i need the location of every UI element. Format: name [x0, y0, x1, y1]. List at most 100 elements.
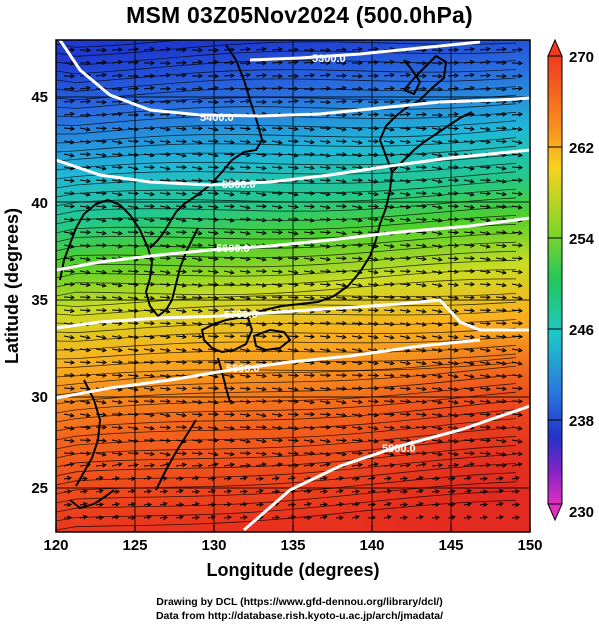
map-field: 5300.0 5400.0 5500.0 5600.0 5700.0 5800.…	[56, 40, 530, 532]
wind-arrow	[63, 139, 75, 145]
wind-arrow	[335, 179, 347, 184]
wind-arrow	[63, 217, 75, 223]
wind-arrow	[255, 86, 268, 91]
wind-arrow	[431, 309, 443, 314]
wind-arrow	[479, 204, 491, 210]
wind-arrow	[223, 229, 236, 235]
wind-arrow	[95, 295, 108, 301]
wind-arrow	[159, 347, 171, 353]
wind-arrow	[95, 139, 108, 144]
wind-arrow	[239, 360, 252, 365]
wind-arrow	[223, 373, 235, 379]
wind-arrow	[255, 217, 267, 223]
wind-arrow	[63, 111, 75, 117]
wind-arrow	[239, 216, 252, 222]
wind-arrow	[207, 462, 219, 467]
wind-arrow	[239, 230, 251, 236]
wind-arrow	[319, 165, 332, 170]
wind-arrow	[223, 451, 235, 457]
wind-arrow	[271, 217, 283, 223]
wind-arrow	[159, 86, 172, 92]
wind-arrow	[159, 501, 168, 507]
wind-arrow	[479, 489, 489, 495]
wind-arrow	[191, 257, 203, 262]
wind-arrow	[63, 165, 75, 171]
wind-arrow	[303, 139, 315, 145]
wind-arrow	[303, 59, 315, 65]
x-tick-labels: 120 125 130 135 140 145 150	[43, 537, 542, 554]
wind-arrow	[111, 489, 121, 495]
streamline	[56, 128, 517, 144]
wind-arrow	[95, 400, 107, 405]
wind-arrow	[111, 216, 124, 222]
wind-arrow	[383, 139, 395, 145]
wind-arrow	[415, 450, 428, 456]
wind-arrow	[495, 476, 504, 481]
wind-arrow	[207, 191, 220, 196]
wind-arrow	[303, 372, 316, 378]
wind-arrow	[143, 398, 156, 404]
wind-arrow	[431, 412, 443, 418]
wind-arrow	[463, 412, 475, 418]
wind-arrow	[255, 230, 267, 236]
wind-arrow	[159, 126, 171, 132]
streamline	[56, 40, 186, 48]
wind-arrow	[447, 438, 459, 444]
wind-arrow	[399, 255, 412, 261]
wind-arrow	[383, 463, 396, 468]
wind-arrow	[511, 126, 523, 132]
wind-arrow	[511, 242, 524, 248]
wind-arrow	[335, 151, 348, 157]
wind-arrow	[463, 502, 472, 507]
wind-arrow	[175, 153, 187, 158]
streamline	[56, 103, 517, 118]
wind-arrow	[159, 373, 171, 379]
wind-arrow	[351, 450, 364, 456]
wind-arrow	[79, 347, 91, 353]
wind-arrow	[399, 166, 411, 171]
wind-arrow	[95, 204, 107, 210]
wind-arrow	[303, 515, 313, 521]
wind-arrow	[415, 60, 428, 66]
wind-arrow	[255, 386, 267, 392]
wind-arrow	[191, 489, 201, 495]
wind-arrow	[271, 229, 284, 235]
wind-arrow	[415, 269, 427, 275]
wind-arrow	[447, 451, 459, 457]
credit-line-data: Data from http://database.rish.kyoto-u.a…	[155, 610, 444, 622]
wind-arrow	[175, 98, 187, 104]
wind-arrow	[479, 294, 492, 300]
wind-arrow	[159, 282, 171, 288]
wind-arrow	[431, 231, 443, 236]
wind-arrow	[335, 139, 348, 144]
wind-arrow	[511, 177, 524, 183]
wind-arrow	[255, 476, 265, 482]
wind-arrow	[303, 281, 316, 287]
x-tick-label: 125	[122, 537, 147, 554]
wind-arrow	[319, 360, 331, 366]
wind-arrow	[511, 152, 523, 158]
wind-arrow	[271, 321, 283, 327]
colorbar-label: 230	[569, 504, 594, 521]
wind-arrow	[319, 489, 329, 495]
wind-arrow	[159, 452, 171, 457]
wind-arrow	[335, 203, 348, 209]
wind-arrow	[128, 112, 140, 118]
wind-arrow	[191, 140, 203, 145]
wind-arrow	[95, 230, 107, 236]
wind-arrow	[143, 125, 156, 131]
wind-arrow	[143, 347, 155, 353]
wind-arrow	[495, 501, 504, 507]
wind-arrow	[415, 177, 428, 183]
wind-arrow	[351, 86, 364, 92]
wind-arrow	[191, 217, 204, 222]
wind-arrow	[223, 462, 235, 468]
wind-arrow	[207, 204, 219, 210]
wind-arrow	[143, 152, 155, 158]
wind-arrow	[367, 46, 379, 52]
wind-arrow	[255, 295, 268, 300]
wind-arrow	[367, 125, 380, 131]
wind-arrow	[367, 216, 380, 222]
wind-arrow	[351, 438, 364, 443]
wind-arrow	[479, 231, 491, 236]
